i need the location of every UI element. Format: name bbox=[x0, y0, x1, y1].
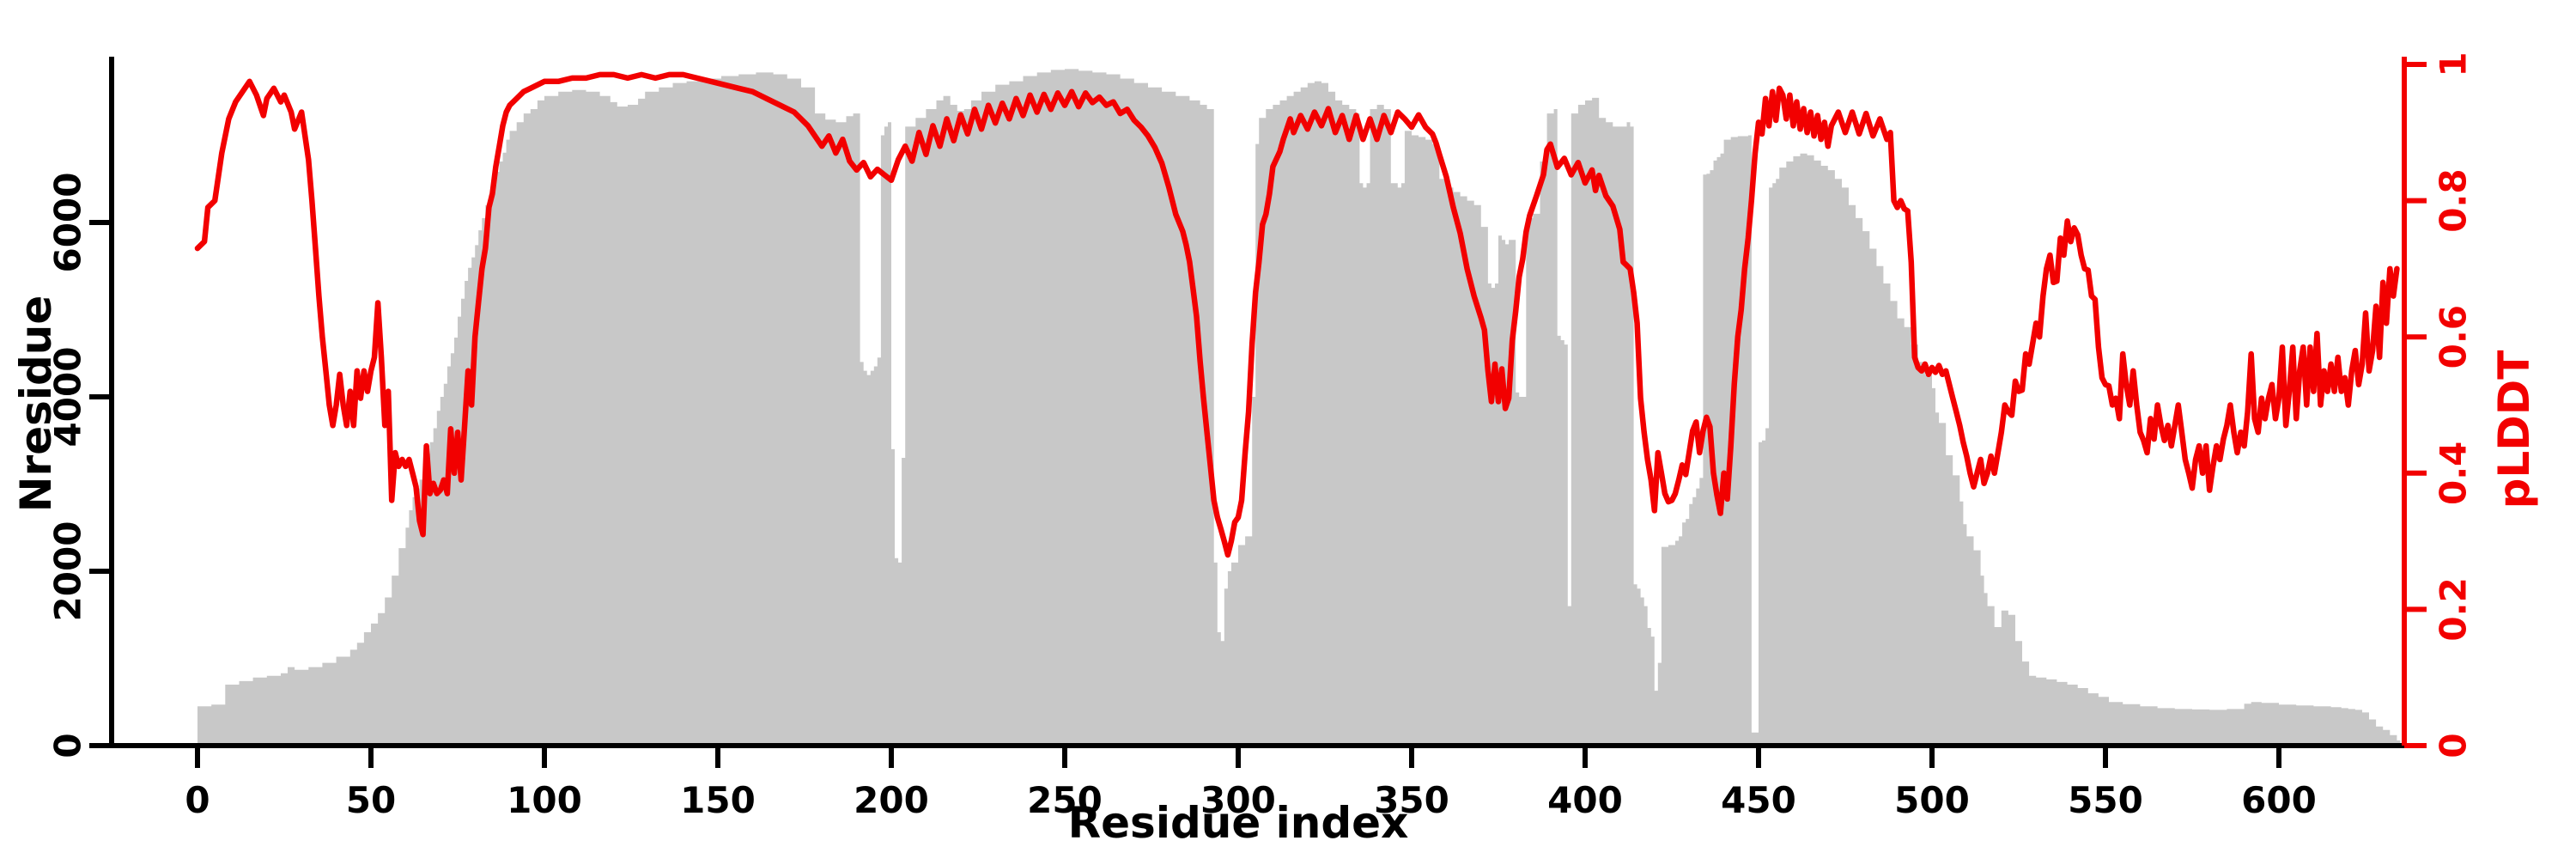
x-tick-label: 500 bbox=[1894, 779, 1970, 821]
y-right-tick-label: 0 bbox=[2433, 733, 2475, 758]
x-tick-label: 50 bbox=[346, 779, 396, 821]
x-tick-label: 200 bbox=[854, 779, 929, 821]
y-right-tick-label: 0.6 bbox=[2433, 305, 2475, 369]
y-right-tick-label: 1 bbox=[2433, 52, 2475, 76]
y-right-axis-title: pLDDT bbox=[2489, 350, 2539, 509]
x-tick-label: 600 bbox=[2241, 779, 2317, 821]
x-tick-label: 400 bbox=[1547, 779, 1623, 821]
y-left-tick-label: 4000 bbox=[47, 347, 89, 448]
x-tick-label: 250 bbox=[1027, 779, 1103, 821]
x-tick-label: 550 bbox=[2068, 779, 2143, 821]
x-tick-label: 0 bbox=[185, 779, 210, 821]
y-left-tick-label: 0 bbox=[47, 733, 89, 758]
plddt-line bbox=[194, 71, 2400, 558]
x-tick-label: 450 bbox=[1721, 779, 1796, 821]
y-left-axis-title: Nresidue bbox=[11, 295, 61, 513]
x-tick-label: 350 bbox=[1374, 779, 1449, 821]
x-axis-title: Residue index bbox=[1067, 798, 1409, 848]
y-right-tick-label: 0.8 bbox=[2433, 168, 2475, 232]
x-tick-label: 150 bbox=[680, 779, 756, 821]
x-tick-label: 100 bbox=[507, 779, 582, 821]
y-left-tick-label: 6000 bbox=[47, 173, 89, 273]
y-right-tick-label: 0.4 bbox=[2433, 442, 2475, 505]
x-tick-label: 300 bbox=[1200, 779, 1276, 821]
y-right-tick-label: 0.2 bbox=[2433, 577, 2475, 641]
nresidue-bars-area bbox=[197, 69, 2401, 746]
y-left-tick-label: 2000 bbox=[47, 521, 89, 622]
